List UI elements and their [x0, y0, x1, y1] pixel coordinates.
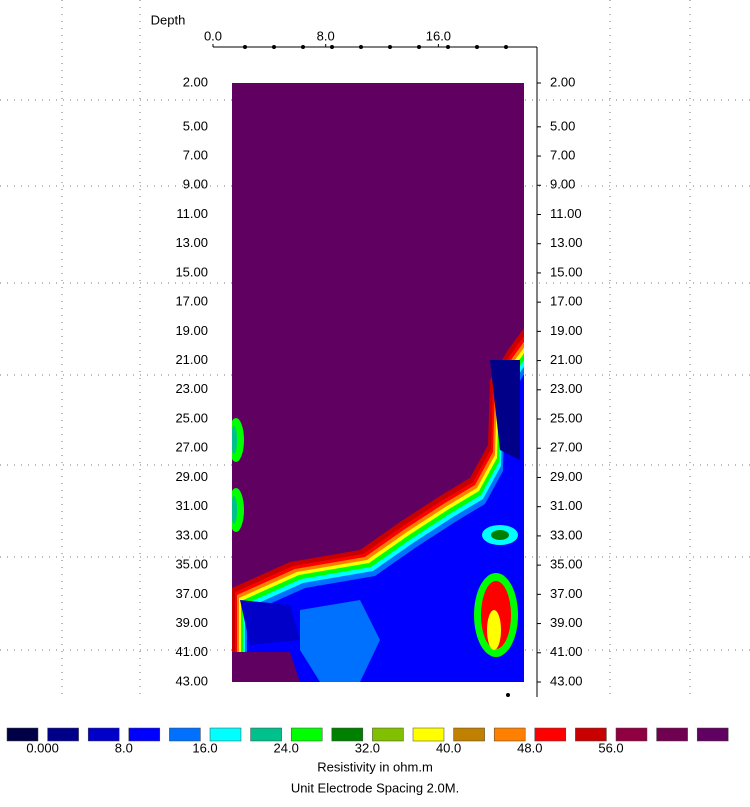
y-tick-label: 21.00 — [175, 352, 208, 367]
colorbar-swatch — [47, 727, 79, 742]
colorbar-tick-label: 0.000 — [26, 740, 59, 755]
footnote: Unit Electrode Spacing 2.0M. — [291, 780, 459, 795]
y-tick-label: 43.00 — [175, 673, 208, 688]
colorbar-tick-label: 40.0 — [436, 740, 461, 755]
colorbar-swatch — [575, 727, 607, 742]
y-tick-label-right: 23.00 — [550, 381, 583, 396]
y-tick-label: 39.00 — [175, 615, 208, 630]
colorbar-tick-label: 56.0 — [598, 740, 623, 755]
y-tick-label: 19.00 — [175, 323, 208, 338]
y-tick-label-right: 15.00 — [550, 264, 583, 279]
y-tick-label-right: 17.00 — [550, 294, 583, 309]
y-tick-label-right: 29.00 — [550, 469, 583, 484]
y-tick-label-right: 37.00 — [550, 586, 583, 601]
y-tick-label-right: 21.00 — [550, 352, 583, 367]
colorbar-swatch — [6, 727, 39, 742]
y-tick-label: 15.00 — [175, 264, 208, 279]
background-grid — [0, 0, 750, 700]
colorbar-tick-label: 32.0 — [355, 740, 380, 755]
y-tick-label: 17.00 — [175, 294, 208, 309]
y-tick-label-right: 31.00 — [550, 498, 583, 513]
colorbar-swatch — [169, 727, 201, 742]
y-tick-label: 27.00 — [175, 440, 208, 455]
y-tick-label-right: 7.00 — [550, 147, 575, 162]
y-tick-label: 35.00 — [175, 557, 208, 572]
colorbar-swatch — [250, 727, 282, 742]
electrodes — [243, 45, 510, 697]
colorbar-tick-label: 8.0 — [115, 740, 133, 755]
colorbar-title: Resistivity in ohm.m — [317, 759, 433, 774]
colorbar-swatch — [534, 727, 567, 742]
colorbar-swatch — [372, 727, 404, 742]
x-tick-label: 16.0 — [426, 28, 451, 43]
colorbar-swatch — [696, 727, 729, 742]
x-tick-label: 8.0 — [317, 28, 335, 43]
colorbar-swatch — [331, 727, 364, 742]
colorbar-swatch — [290, 727, 323, 742]
y-tick-label-right: 13.00 — [550, 235, 583, 250]
y-tick-label: 29.00 — [175, 469, 208, 484]
colorbar-swatch — [453, 727, 485, 742]
colorbar-tick-label: 16.0 — [192, 740, 217, 755]
colorbar-swatch — [493, 727, 526, 742]
y-tick-label-right: 19.00 — [550, 323, 583, 338]
y-tick-label-right: 43.00 — [550, 673, 583, 688]
y-tick-label: 41.00 — [175, 644, 208, 659]
colorbar-swatch — [412, 727, 445, 742]
y-tick-label: 11.00 — [176, 206, 208, 221]
y-tick-label-right: 41.00 — [550, 644, 583, 659]
y-tick-label-right: 33.00 — [550, 527, 583, 542]
y-tick-label-right: 35.00 — [550, 557, 583, 572]
y-tick-label: 9.00 — [183, 177, 208, 192]
x-tick-label: 0.0 — [204, 28, 222, 43]
y-tick-label: 13.00 — [175, 235, 208, 250]
colorbar-tick-label: 24.0 — [274, 740, 299, 755]
y-tick-label-right: 2.00 — [550, 74, 575, 89]
colorbar-swatch — [615, 727, 648, 742]
y-tick-label-right: 39.00 — [550, 615, 583, 630]
y-tick-label-right: 25.00 — [550, 410, 583, 425]
y-tick-label: 33.00 — [175, 527, 208, 542]
y-tick-label-right: 11.00 — [550, 206, 582, 221]
y-tick-label: 2.00 — [183, 74, 208, 89]
y-tick-label: 7.00 — [183, 147, 208, 162]
y-axis-title: Depth — [151, 12, 186, 27]
y-tick-label: 23.00 — [175, 381, 208, 396]
colorbar-swatch — [128, 727, 161, 742]
colorbar-swatch — [209, 727, 242, 742]
y-tick-label-right: 27.00 — [550, 440, 583, 455]
axes — [213, 46, 538, 697]
colorbar-swatch — [87, 727, 120, 742]
y-tick-label-right: 5.00 — [550, 118, 575, 133]
colorbar-swatch — [656, 727, 688, 742]
y-tick-label: 37.00 — [175, 586, 208, 601]
y-tick-label: 5.00 — [183, 118, 208, 133]
contour-plot — [232, 83, 524, 682]
colorbar-tick-label: 48.0 — [517, 740, 542, 755]
y-tick-label: 25.00 — [175, 410, 208, 425]
y-tick-label-right: 9.00 — [550, 177, 575, 192]
y-tick-label: 31.00 — [175, 498, 208, 513]
